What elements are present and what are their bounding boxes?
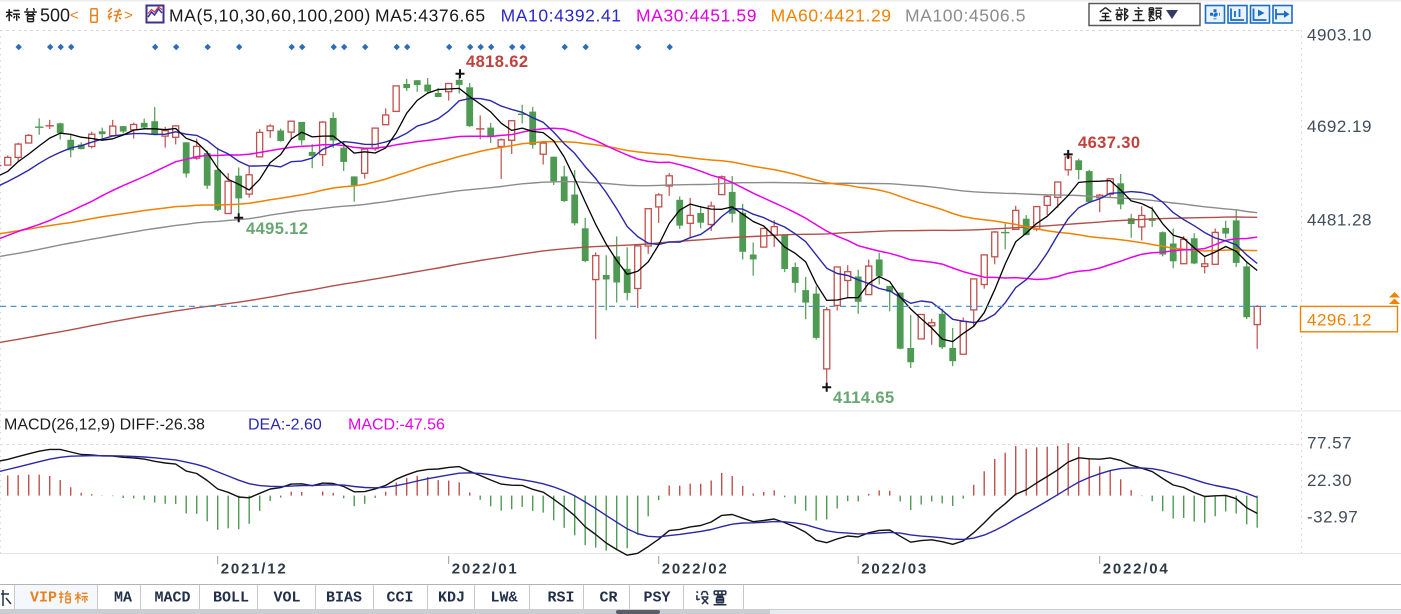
svg-text:500: 500 [40,6,70,26]
svg-text:CCI: CCI [386,590,413,607]
svg-text:MACD:-47.56: MACD:-47.56 [348,417,445,434]
svg-text:VIP: VIP [30,590,57,607]
svg-text:PSY: PSY [643,590,670,607]
svg-text:MA30:4451.59: MA30:4451.59 [636,6,757,26]
svg-text:<: < [70,7,79,24]
svg-text:MA10:4392.41: MA10:4392.41 [501,6,622,26]
svg-text:DEA:-2.60: DEA:-2.60 [248,417,322,434]
svg-text:CR: CR [599,590,617,607]
svg-text:77.57: 77.57 [1307,433,1352,452]
svg-text:4296.12: 4296.12 [1307,311,1372,330]
svg-text:MACD(26,12,9) DIFF:-26.38: MACD(26,12,9) DIFF:-26.38 [4,417,205,434]
svg-text:2022/02: 2022/02 [662,561,729,578]
svg-text:VOL: VOL [273,590,300,607]
svg-text:MACD: MACD [154,590,190,607]
svg-text:KDJ: KDJ [438,590,465,607]
svg-text:MA(5,10,30,60,100,200): MA(5,10,30,60,100,200) [169,6,371,26]
svg-text:2022/04: 2022/04 [1103,561,1170,578]
svg-text:BIAS: BIAS [326,590,362,607]
svg-text:4692.19: 4692.19 [1307,117,1372,136]
svg-text:2022/03: 2022/03 [861,561,928,578]
svg-text:LW&: LW& [490,590,517,607]
svg-text:RSI: RSI [547,590,574,607]
svg-text:MA5:4376.65: MA5:4376.65 [375,6,486,26]
svg-text:MA100:4506.5: MA100:4506.5 [905,6,1026,26]
svg-text:MA: MA [114,590,132,607]
svg-text:2021/12: 2021/12 [221,561,288,578]
svg-text:2022/01: 2022/01 [452,561,519,578]
svg-text:22.30: 22.30 [1307,471,1352,490]
svg-text:4495.12: 4495.12 [246,220,308,238]
svg-text:-32.97: -32.97 [1307,508,1358,527]
svg-text:4637.30: 4637.30 [1078,134,1140,152]
svg-text:4114.65: 4114.65 [833,389,895,407]
svg-text:4481.28: 4481.28 [1307,211,1372,230]
svg-text:4818.62: 4818.62 [466,53,528,71]
svg-text:4903.10: 4903.10 [1307,26,1372,45]
svg-text:>: > [124,7,133,24]
svg-text:MA60:4421.29: MA60:4421.29 [771,6,892,26]
svg-text:BOLL: BOLL [213,590,249,607]
